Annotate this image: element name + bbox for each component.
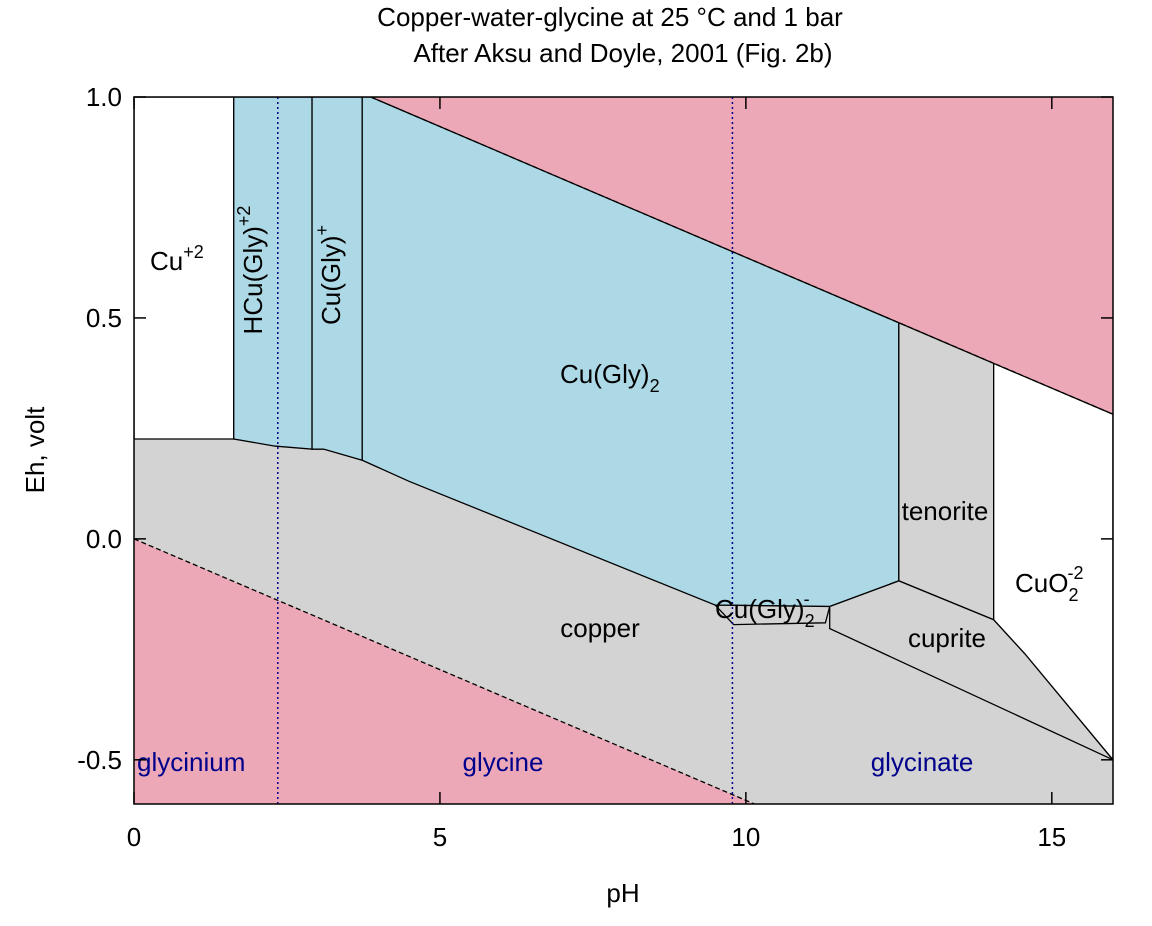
x-tick-label: 5: [433, 822, 447, 852]
region-label: Cu(Gly)+: [312, 225, 346, 325]
label-base: Cu(Gly): [560, 359, 650, 389]
chart-title: Copper-water-glycine at 25 °C and 1 bar: [377, 2, 843, 32]
plot-area: [134, 97, 1113, 804]
water-line: [134, 538, 755, 804]
water-line: [370, 97, 1113, 415]
region-label: Cu(Gly)2: [560, 359, 660, 396]
x-tick-label: 0: [127, 822, 141, 852]
y-tick-label: 0.5: [86, 303, 122, 333]
label-base: HCu(Gly): [238, 226, 268, 334]
region-label: tenorite: [902, 496, 989, 526]
label-sub: 2: [650, 376, 660, 396]
y-tick-label: -0.5: [77, 745, 122, 775]
region-label: copper: [560, 613, 640, 643]
label-sup: -2: [1067, 563, 1083, 583]
x-tick-label: 10: [731, 822, 760, 852]
chart-subtitle: After Aksu and Doyle, 2001 (Fig. 2b): [413, 38, 832, 68]
label-base: Cu(Gly): [715, 594, 805, 624]
x-axis-label: pH: [606, 878, 639, 908]
label-sub: 2: [1068, 585, 1078, 605]
zone-label: glycinate: [871, 747, 974, 777]
region-label: HCu(Gly)+2: [234, 206, 268, 335]
y-axis-label: Eh, volt: [20, 406, 50, 493]
label-base: copper: [560, 613, 640, 643]
region-label: cuprite: [908, 623, 986, 653]
region-label: CuO2-2: [1015, 563, 1084, 605]
zone-label: glycine: [463, 747, 544, 777]
label-base: Cu: [150, 246, 183, 276]
plot-frame: [133, 96, 1114, 805]
label-sup: +2: [234, 206, 254, 227]
region-label: Cu+2: [150, 242, 204, 276]
label-base: cuprite: [908, 623, 986, 653]
label-base: Cu(Gly): [316, 235, 346, 325]
zone-label: glycinium: [137, 747, 245, 777]
region: [713, 604, 831, 626]
label-sup: +: [312, 225, 332, 236]
x-tick-label: 15: [1037, 822, 1066, 852]
region: [134, 97, 235, 440]
y-tick-label: 0.0: [86, 524, 122, 554]
region-label: Cu(Gly)2-: [715, 589, 815, 631]
label-base: CuO: [1015, 568, 1068, 598]
label-sub: 2: [805, 611, 815, 631]
label-sup: -: [804, 589, 810, 609]
label-base: tenorite: [902, 496, 989, 526]
y-tick-label: 1.0: [86, 82, 122, 112]
label-sup: +2: [183, 242, 204, 262]
region: [898, 321, 995, 621]
